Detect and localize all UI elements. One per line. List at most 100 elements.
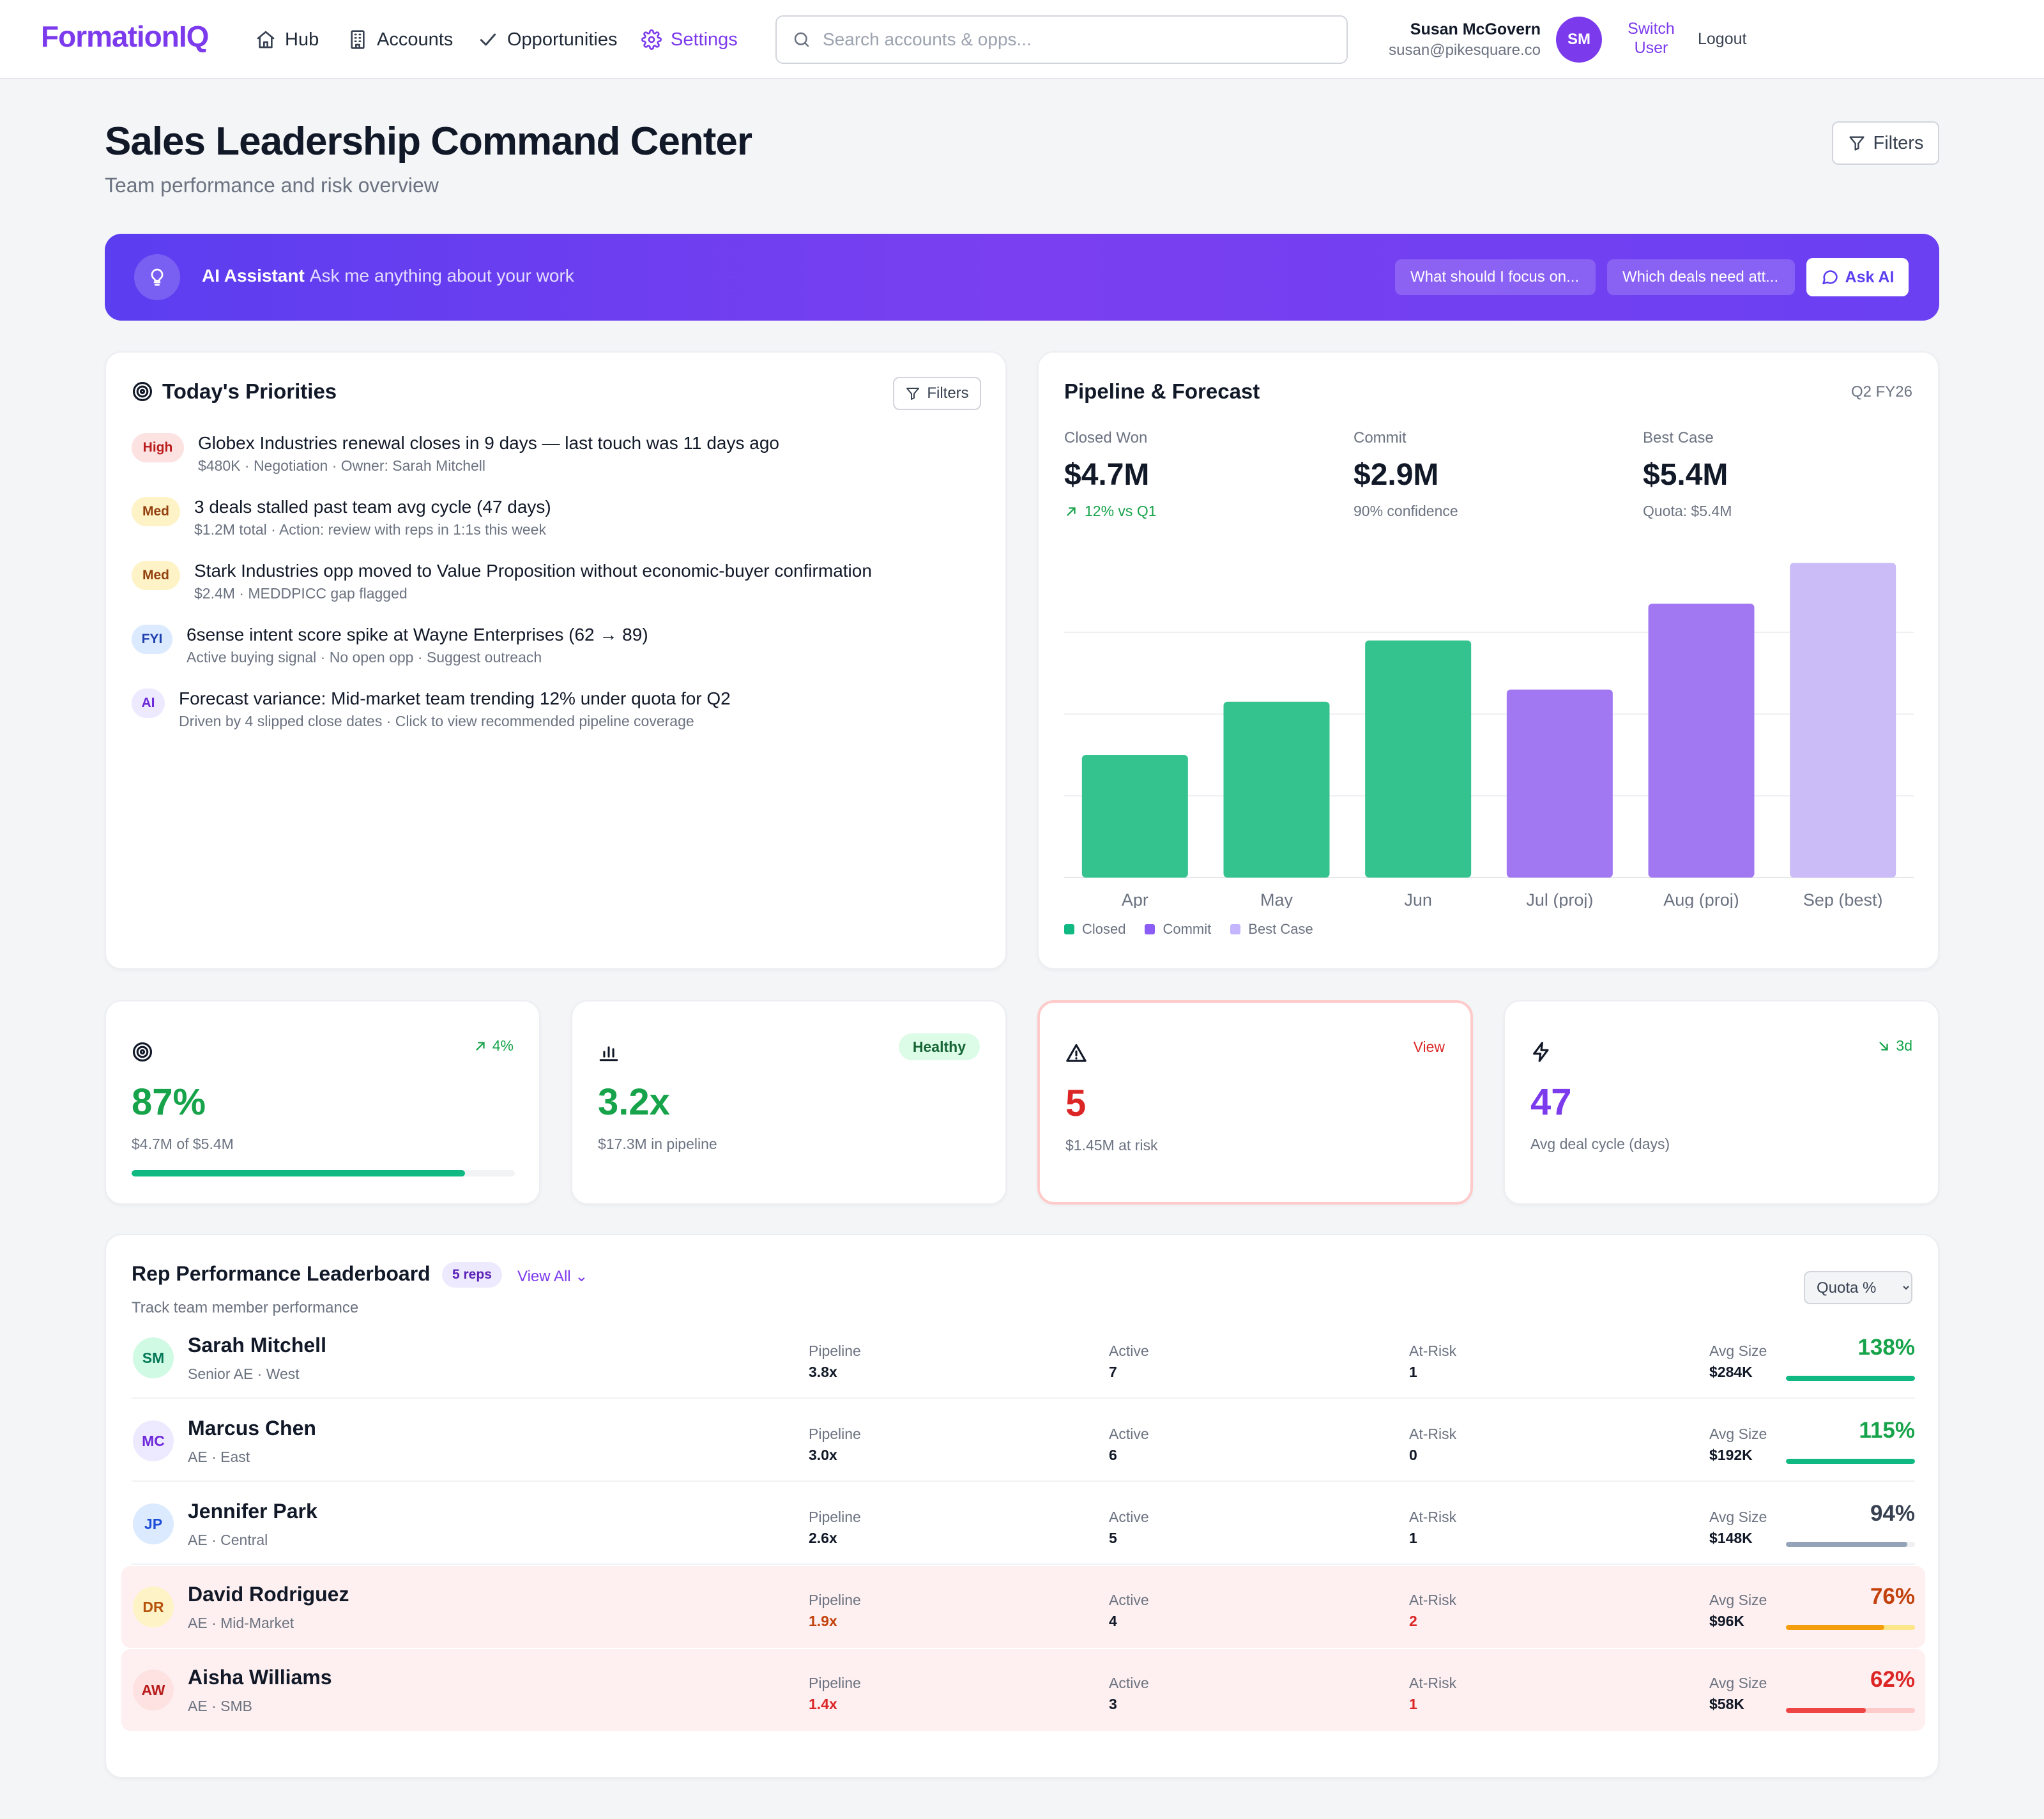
rep-stat-label: Avg Size — [1709, 1426, 1767, 1442]
rep-stat-active: Active 5 — [1109, 1509, 1149, 1547]
chart-legend: Closed Commit Best Case — [1064, 921, 1313, 938]
leaderboard-row[interactable]: JP Jennifer Park AE · Central Pipeline 2.6… — [121, 1483, 1925, 1565]
rep-stat-label: Avg Size — [1709, 1592, 1767, 1608]
leaderboard-title: Rep Performance Leaderboard — [132, 1262, 431, 1285]
leaderboard-row[interactable]: SM Sarah Mitchell Senior AE · West Pipelin… — [121, 1317, 1925, 1399]
page-subtitle: Team performance and risk overview — [105, 174, 439, 197]
rep-name[interactable]: Aisha Williams — [188, 1666, 332, 1689]
rep-stat-value: 1 — [1409, 1696, 1417, 1712]
priority-text: Forecast variance: Mid-market team trend… — [179, 689, 731, 708]
rep-stat-pipeline: Pipeline 2.6x — [809, 1509, 861, 1547]
chart-x-tick-label: May — [1260, 890, 1293, 908]
rep-stat-label: At-Risk — [1409, 1592, 1457, 1608]
priority-item[interactable]: FYI 6sense intent score spike at Wayne E… — [132, 623, 648, 666]
metric-value: $5.4M — [1643, 458, 1728, 492]
chart-bar-aug-proj[interactable] — [1648, 604, 1755, 878]
priority-item[interactable]: Med 3 deals stalled past team avg cycle … — [132, 496, 551, 538]
rep-quota-bar — [1786, 1542, 1915, 1547]
priority-text: Stark Industries opp moved to Value Prop… — [194, 561, 872, 581]
metric-label: Closed Won — [1064, 429, 1148, 446]
quota-attainment-card[interactable]: 4% 87% $4.7M of $5.4M — [105, 1000, 540, 1205]
chart-bar-may[interactable] — [1223, 701, 1330, 878]
trend-badge: 4% — [473, 1037, 514, 1054]
rep-stat-pipeline: Pipeline 3.8x — [809, 1343, 861, 1381]
ai-suggestion-chip[interactable]: Which deals need att... — [1607, 259, 1795, 295]
priority-item[interactable]: AI Forecast variance: Mid-market team tr… — [132, 687, 731, 730]
rep-avatar: DR — [133, 1587, 174, 1627]
view-link[interactable]: View — [1413, 1039, 1445, 1055]
rep-name[interactable]: David Rodriguez — [188, 1583, 349, 1606]
priority-content: 6sense intent score spike at Wayne Enter… — [187, 623, 648, 666]
chart-bar-sep-best[interactable] — [1790, 563, 1896, 878]
deal-cycle-card[interactable]: 3d 47 Avg deal cycle (days) — [1504, 1000, 1939, 1205]
rep-stat-value: 7 — [1109, 1364, 1117, 1380]
priority-tag: AI — [132, 689, 165, 718]
switch-user-link[interactable]: Switch User — [1628, 20, 1675, 57]
target-icon — [132, 1042, 153, 1062]
rep-quota-bar-fill — [1786, 1625, 1884, 1630]
app-logo[interactable]: FormationIQ — [41, 20, 209, 53]
priority-subtext: Active buying signal · No open opp · Sug… — [187, 649, 542, 666]
rep-stat-label: Pipeline — [809, 1509, 861, 1525]
priority-content: Stark Industries opp moved to Value Prop… — [194, 559, 872, 602]
metric-note: Quota: $5.4M — [1643, 503, 1732, 519]
priority-item[interactable]: Med Stark Industries opp moved to Value … — [132, 559, 872, 602]
rep-name[interactable]: Jennifer Park — [188, 1500, 317, 1523]
ai-assistant-title: AI Assistant — [202, 266, 305, 285]
rep-stat-pipeline: Pipeline 1.9x — [809, 1592, 861, 1630]
rep-quota-bar — [1786, 1459, 1915, 1464]
nav-item-label: Hub — [285, 29, 319, 50]
nav-item-opportunities[interactable]: Opportunities — [478, 26, 618, 54]
rep-stat-at-risk: At-Risk 2 — [1409, 1592, 1456, 1630]
rep-stat-value: 1.4x — [809, 1696, 837, 1712]
nav-item-label: Opportunities — [507, 29, 618, 50]
priorities-filters-button[interactable]: Filters — [893, 377, 981, 410]
legend-item-best-case: Best Case — [1230, 921, 1313, 938]
nav-item-accounts[interactable]: Accounts — [347, 26, 453, 54]
ask-ai-button[interactable]: Ask AI — [1806, 258, 1909, 296]
rep-name[interactable]: Marcus Chen — [188, 1417, 316, 1440]
nav-item-label: Accounts — [377, 29, 454, 50]
gear-icon — [641, 29, 662, 50]
page-title: Sales Leadership Command Center — [105, 119, 752, 164]
priorities-heading: Today's Priorities — [132, 379, 337, 404]
chart-bar-jul-proj[interactable] — [1506, 689, 1613, 878]
rep-avatar: JP — [133, 1503, 174, 1544]
health-badge: Healthy — [898, 1033, 980, 1060]
rep-stat-at-risk: At-Risk 1 — [1409, 1343, 1456, 1381]
user-avatar[interactable]: SM — [1556, 17, 1602, 63]
leaderboard-row[interactable]: DR David Rodriguez AE · Mid-Market Pipelin… — [121, 1566, 1925, 1648]
sort-select[interactable]: Quota % — [1804, 1271, 1912, 1304]
rep-stat-value: 0 — [1409, 1447, 1417, 1463]
priority-item[interactable]: High Globex Industries renewal closes in… — [132, 432, 779, 475]
pipeline-quarter[interactable]: Q2 FY26 — [1850, 383, 1912, 400]
rep-count-badge: 5 reps — [442, 1262, 502, 1288]
lightning-icon — [1533, 1042, 1549, 1062]
leaderboard-row[interactable]: AW Aisha Williams AE · SMB Pipeline 1.4x A… — [121, 1649, 1925, 1731]
rep-name[interactable]: Sarah Mitchell — [188, 1334, 326, 1357]
rep-stat-value: 3.8x — [809, 1364, 837, 1380]
view-all-link[interactable]: View All ⌄ — [517, 1268, 588, 1285]
nav-item-settings[interactable]: Settings — [641, 26, 738, 54]
pipeline-coverage-card[interactable]: Healthy 3.2x $17.3M in pipeline — [571, 1000, 1007, 1205]
row-divider — [132, 1480, 1915, 1482]
search-box[interactable] — [775, 15, 1348, 64]
logout-link[interactable]: Logout — [1698, 30, 1747, 48]
ai-suggestion-chip[interactable]: What should I focus on... — [1395, 259, 1596, 295]
filter-icon — [1849, 136, 1865, 151]
rep-stat-active: Active 3 — [1109, 1675, 1149, 1713]
row-divider — [132, 1397, 1915, 1399]
nav-item-hub[interactable]: Hub — [256, 26, 319, 54]
metric-label: Commit — [1354, 429, 1407, 446]
chart-bar-apr[interactable] — [1081, 755, 1188, 878]
at-risk-deals-card[interactable]: View 5 $1.45M at risk — [1037, 1000, 1473, 1205]
search-input[interactable] — [823, 29, 1321, 50]
chart-bar-jun[interactable] — [1365, 640, 1472, 878]
leaderboard-row[interactable]: MC Marcus Chen AE · East Pipeline 3.0x Act… — [121, 1400, 1925, 1482]
metric-note-text: 12% vs Q1 — [1085, 503, 1157, 519]
rep-quota-bar — [1786, 1625, 1915, 1630]
filters-button[interactable]: Filters — [1832, 121, 1939, 165]
row-divider — [132, 1564, 1915, 1565]
stat-value: 87% — [132, 1081, 206, 1123]
legend-item-closed: Closed — [1064, 921, 1125, 938]
